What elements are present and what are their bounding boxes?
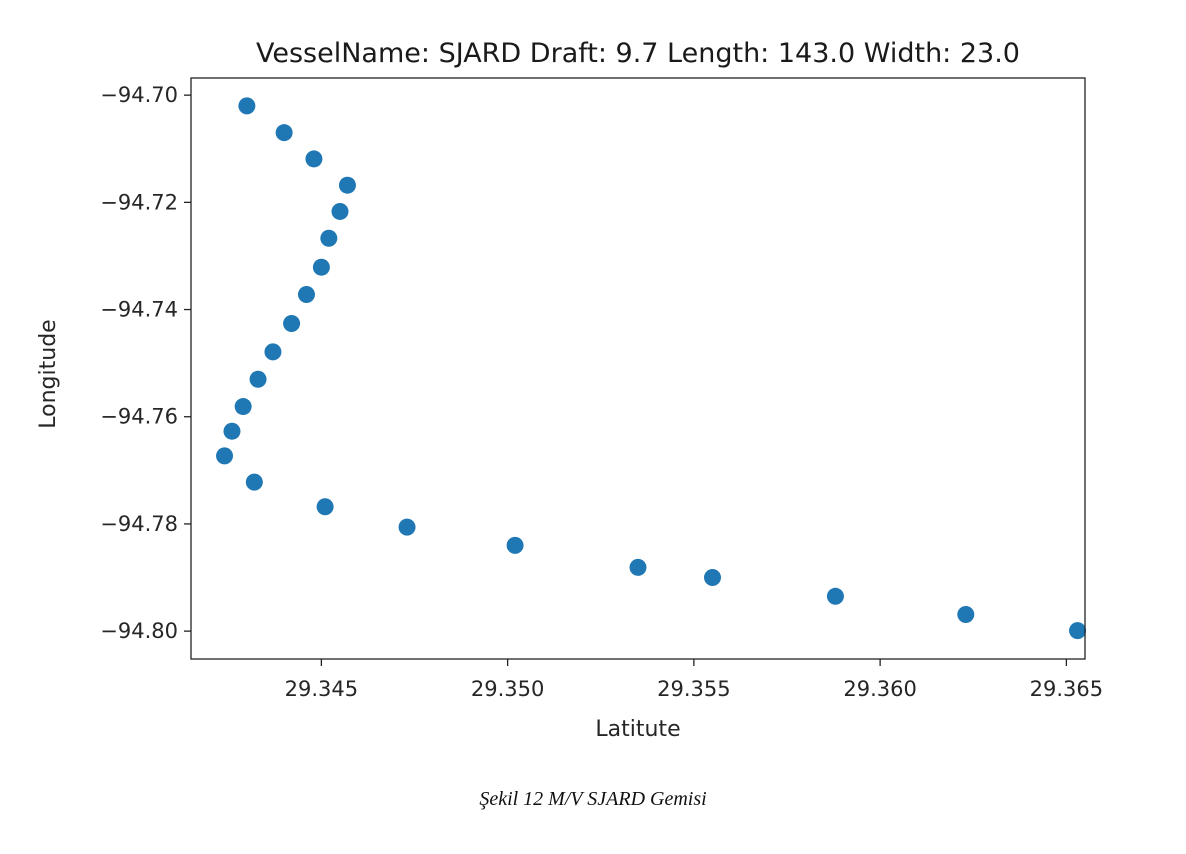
data-point <box>826 587 844 605</box>
x-axis-label: Latitute <box>595 717 680 742</box>
y-tick-label: −94.80 <box>100 619 178 643</box>
y-tick-label: −94.70 <box>100 83 178 107</box>
data-point <box>704 569 721 587</box>
y-tick-label: −94.74 <box>100 298 178 322</box>
x-tick-label: 29.360 <box>843 677 916 701</box>
data-point <box>1069 622 1087 640</box>
y-tick-label: −94.76 <box>100 405 178 429</box>
data-point <box>245 473 263 491</box>
y-axis-label: Longitude <box>36 319 61 428</box>
data-point <box>331 202 349 220</box>
x-tick-label: 29.350 <box>471 677 544 701</box>
data-point <box>305 150 323 168</box>
data-point <box>320 229 338 247</box>
data-point <box>264 343 282 361</box>
data-point <box>297 286 315 304</box>
data-point <box>275 124 293 142</box>
data-point <box>957 606 975 624</box>
figure-caption: Şekil 12 M/V SJARD Gemisi <box>479 788 707 810</box>
data-points <box>216 97 1087 640</box>
x-tick-label: 29.355 <box>657 677 730 701</box>
data-point <box>338 176 356 194</box>
data-point <box>223 422 241 440</box>
data-point <box>249 370 267 388</box>
chart-title: VesselName: SJARD Draft: 9.7 Length: 143… <box>256 38 1020 69</box>
data-point <box>216 447 234 465</box>
data-point <box>398 518 416 536</box>
data-point <box>312 258 330 276</box>
data-point <box>283 314 301 332</box>
plot-area-frame <box>190 77 1086 660</box>
x-tick-label: 29.365 <box>1030 677 1103 701</box>
data-point <box>238 97 256 115</box>
data-point <box>234 398 252 416</box>
y-tick-label: −94.78 <box>100 512 178 536</box>
data-point <box>316 498 334 516</box>
x-tick-label: 29.345 <box>285 677 358 701</box>
y-axis-ticks: −94.70 −94.72 −94.74 −94.76 −94.78 −94.80 <box>100 83 191 643</box>
x-axis-ticks: 29.345 29.350 29.355 29.360 29.365 <box>285 659 1103 701</box>
y-tick-label: −94.72 <box>100 190 178 214</box>
data-point <box>629 558 647 576</box>
data-point <box>506 536 524 554</box>
